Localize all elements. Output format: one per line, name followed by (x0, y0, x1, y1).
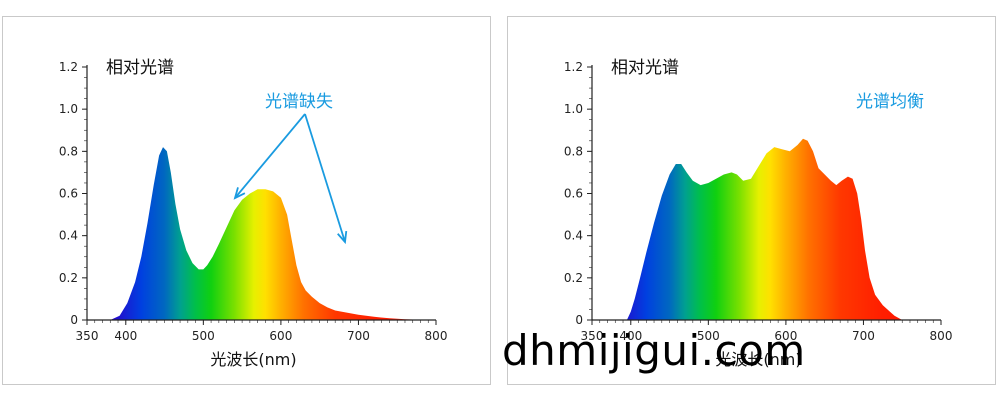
x-tick-label: 500 (192, 329, 215, 343)
x-tick-label: 500 (697, 329, 720, 343)
y-tick-label: 0 (575, 313, 583, 327)
spectrum-chart-balanced: 0 0.2 0.4 0.6 0.8 1.0 1.2 350 400 500 600 700 800 相对光… (564, 58, 953, 369)
y-tick-label: 0 (70, 313, 78, 327)
y-tick-label: 0.6 (564, 187, 583, 201)
x-axis-label: 光波长(nm) (715, 350, 801, 369)
spectrum-chart-unbalanced: 0 0.2 0.4 0.6 0.8 1.0 1.2 350 400 500 600 700 800 相对光… (59, 58, 448, 369)
watermark-text: dhmijigui.com (502, 326, 806, 375)
x-tick-label: 600 (269, 329, 292, 343)
spectrum-area (110, 147, 429, 320)
y-tick-label: 0.2 (564, 271, 583, 285)
x-tick-label: 700 (347, 329, 370, 343)
spectrum-area (626, 138, 903, 320)
chart-panel-left: 0 0.2 0.4 0.6 0.8 1.0 1.2 350 400 500 600 700 800 相对光… (2, 16, 491, 385)
y-axis-label: 相对光谱 (106, 58, 174, 78)
y-tick-label: 0.8 (59, 144, 78, 158)
y-tick-label: 1.0 (564, 102, 583, 116)
annotation-arrowhead (233, 187, 246, 200)
y-tick-label: 0.4 (59, 229, 78, 243)
y-tick-label: 0.6 (59, 187, 78, 201)
chart-panel-right: 0 0.2 0.4 0.6 0.8 1.0 1.2 350 400 500 600 700 800 相对光… (507, 16, 996, 385)
x-tick-label: 700 (852, 329, 875, 343)
x-tick-label: 800 (425, 329, 448, 343)
x-tick-label: 400 (619, 329, 642, 343)
x-tick-label: 350 (76, 329, 99, 343)
y-tick-label: 0.4 (564, 229, 583, 243)
annotation-text: 光谱缺失 (265, 92, 333, 112)
x-tick-label: 600 (774, 329, 797, 343)
x-axis-label: 光波长(nm) (210, 350, 296, 369)
y-tick-label: 1.2 (59, 60, 78, 74)
y-axis-label: 相对光谱 (611, 58, 679, 78)
y-tick-label: 1.0 (59, 102, 78, 116)
annotation-arrow (234, 113, 306, 199)
x-tick-label: 350 (581, 329, 604, 343)
x-tick-label: 400 (114, 329, 137, 343)
y-tick-label: 1.2 (564, 60, 583, 74)
x-tick-label: 800 (930, 329, 953, 343)
y-tick-label: 0.8 (564, 144, 583, 158)
y-tick-label: 0.2 (59, 271, 78, 285)
annotation-arrow (304, 113, 346, 243)
annotation-arrowhead (337, 230, 348, 245)
annotation-text: 光谱均衡 (856, 92, 924, 112)
